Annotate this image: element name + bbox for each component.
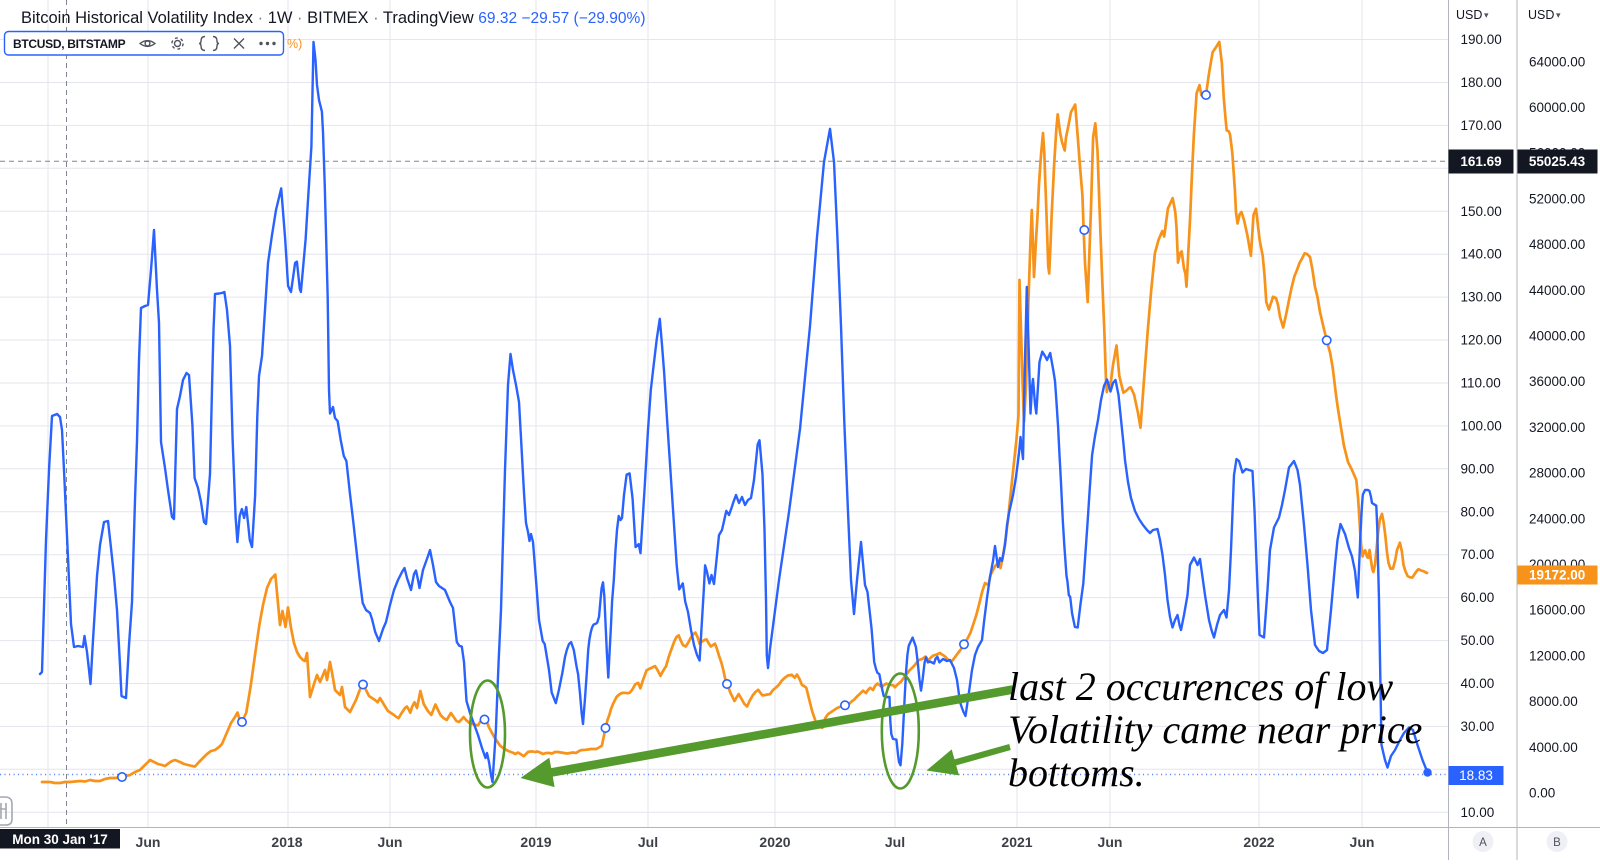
svg-text:64000.00: 64000.00	[1529, 54, 1585, 69]
svg-text:70.00: 70.00	[1461, 547, 1495, 562]
svg-text:Mon 30 Jan '17: Mon 30 Jan '17	[12, 832, 108, 847]
svg-text:Jun: Jun	[136, 834, 161, 850]
svg-text:Volatility came near price: Volatility came near price	[1008, 707, 1422, 752]
svg-text:140.00: 140.00	[1461, 247, 1502, 262]
svg-text:B: B	[1553, 837, 1561, 849]
svg-text:0.00: 0.00	[1529, 786, 1555, 801]
svg-text:4000.00: 4000.00	[1529, 740, 1578, 755]
svg-text:19172.00: 19172.00	[1529, 568, 1585, 583]
svg-text:80.00: 80.00	[1461, 504, 1495, 519]
svg-text:Jul: Jul	[885, 834, 905, 850]
svg-text:Jul: Jul	[638, 834, 658, 850]
svg-text:USD: USD	[1456, 8, 1482, 22]
svg-text:Jun: Jun	[1098, 834, 1123, 850]
svg-text:100.00: 100.00	[1461, 418, 1502, 433]
svg-text:8000.00: 8000.00	[1529, 694, 1578, 709]
svg-text:2018: 2018	[271, 834, 302, 850]
svg-text:30.00: 30.00	[1461, 719, 1495, 734]
svg-text:40000.00: 40000.00	[1529, 329, 1585, 344]
svg-text:BTCUSD, BITSTAMP: BTCUSD, BITSTAMP	[13, 37, 126, 51]
svg-text:10.00: 10.00	[1461, 805, 1495, 820]
svg-text:44000.00: 44000.00	[1529, 283, 1585, 298]
svg-text:36000.00: 36000.00	[1529, 374, 1585, 389]
svg-text:170.00: 170.00	[1461, 118, 1502, 133]
svg-text:190.00: 190.00	[1461, 32, 1502, 47]
svg-text:Jun: Jun	[1350, 834, 1375, 850]
svg-text:12000.00: 12000.00	[1529, 648, 1585, 663]
svg-text:USD: USD	[1528, 8, 1554, 22]
svg-text:120.00: 120.00	[1461, 333, 1502, 348]
svg-text:bottoms.: bottoms.	[1008, 750, 1145, 795]
svg-text:16000.00: 16000.00	[1529, 603, 1585, 618]
svg-text:%): %)	[287, 37, 302, 51]
svg-text:150.00: 150.00	[1461, 204, 1502, 219]
svg-text:Jun: Jun	[378, 834, 403, 850]
svg-text:2022: 2022	[1243, 834, 1274, 850]
svg-text:60.00: 60.00	[1461, 590, 1495, 605]
svg-text:Bitcoin Historical Volatility: Bitcoin Historical Volatility Index · 1W…	[21, 9, 645, 27]
svg-text:last 2 occurences of low: last 2 occurences of low	[1008, 664, 1393, 709]
svg-text:55025.43: 55025.43	[1529, 154, 1586, 169]
svg-text:50.00: 50.00	[1461, 633, 1495, 648]
svg-text:A: A	[1479, 837, 1487, 849]
svg-text:▾: ▾	[1484, 10, 1489, 20]
svg-text:52000.00: 52000.00	[1529, 191, 1585, 206]
svg-text:2021: 2021	[1001, 834, 1032, 850]
svg-text:161.69: 161.69	[1460, 154, 1501, 169]
svg-text:2020: 2020	[759, 834, 790, 850]
svg-text:180.00: 180.00	[1461, 75, 1502, 90]
svg-text:48000.00: 48000.00	[1529, 237, 1585, 252]
svg-text:2019: 2019	[520, 834, 551, 850]
svg-text:130.00: 130.00	[1461, 290, 1502, 305]
svg-text:90.00: 90.00	[1461, 461, 1495, 476]
svg-text:18.83: 18.83	[1459, 768, 1493, 783]
svg-text:28000.00: 28000.00	[1529, 466, 1585, 481]
svg-text:40.00: 40.00	[1461, 676, 1495, 691]
svg-text:110.00: 110.00	[1461, 376, 1501, 391]
svg-text:32000.00: 32000.00	[1529, 420, 1585, 435]
svg-text:60000.00: 60000.00	[1529, 100, 1585, 115]
svg-text:24000.00: 24000.00	[1529, 511, 1585, 526]
svg-text:▾: ▾	[1556, 10, 1561, 20]
